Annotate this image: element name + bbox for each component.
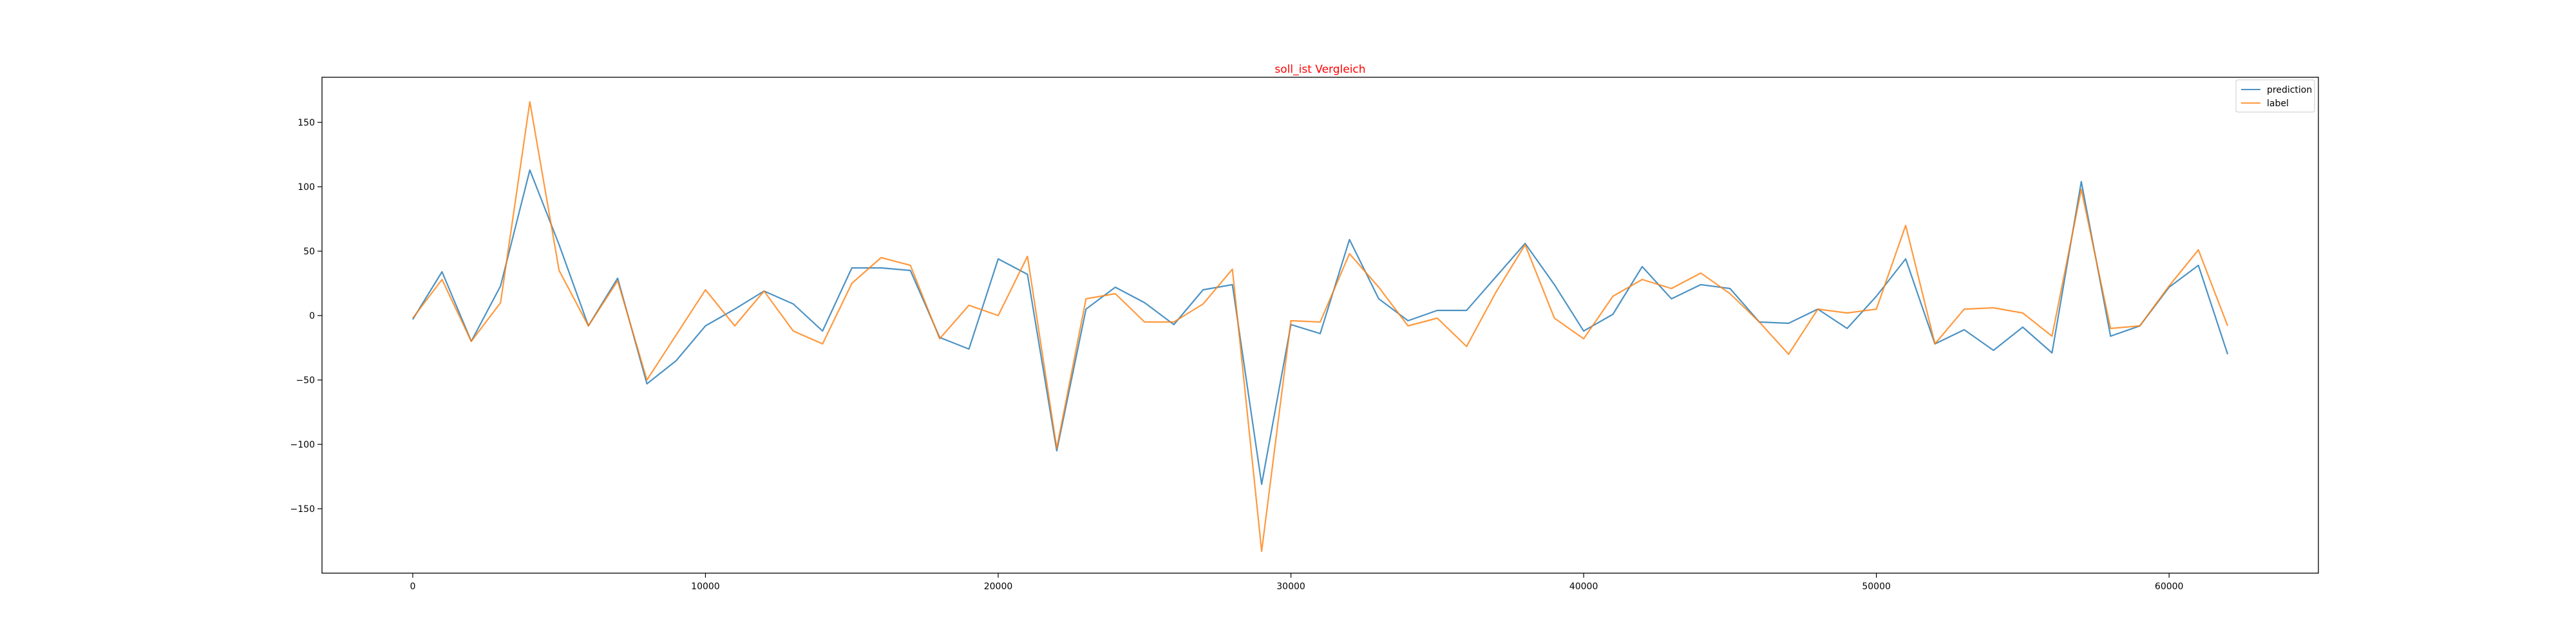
plot-area xyxy=(412,100,2229,553)
y-tick-label: −150 xyxy=(290,504,315,515)
chart-title: soll_ist Vergleich xyxy=(1274,63,1365,76)
legend-label-label: label xyxy=(2267,99,2289,109)
series-line-prediction xyxy=(412,169,2229,486)
y-axis: −150 −100 −50 0 50 100 150 xyxy=(290,118,322,515)
legend: prediction label xyxy=(2235,79,2315,113)
y-tick-label: −100 xyxy=(290,440,315,450)
x-tick-label: 20000 xyxy=(984,582,1013,592)
x-tick-label: 50000 xyxy=(1862,582,1891,592)
x-tick-label: 10000 xyxy=(691,582,720,592)
y-tick-label: 0 xyxy=(309,311,315,321)
legend-box xyxy=(2235,79,2315,113)
y-tick-label: 150 xyxy=(298,118,315,128)
x-axis: 0 10000 20000 30000 40000 50000 60000 xyxy=(410,573,2183,592)
x-tick-label: 40000 xyxy=(1569,582,1598,592)
x-tick-label: 60000 xyxy=(2155,582,2184,592)
y-tick-label: 100 xyxy=(298,182,315,193)
y-tick-label: −50 xyxy=(296,375,315,386)
series-line-label xyxy=(412,100,2229,553)
x-tick-label: 30000 xyxy=(1276,582,1305,592)
y-tick-label: 50 xyxy=(303,247,315,257)
x-tick-label: 0 xyxy=(410,582,415,592)
legend-label-prediction: prediction xyxy=(2267,85,2312,95)
axes-frame xyxy=(321,77,2319,574)
